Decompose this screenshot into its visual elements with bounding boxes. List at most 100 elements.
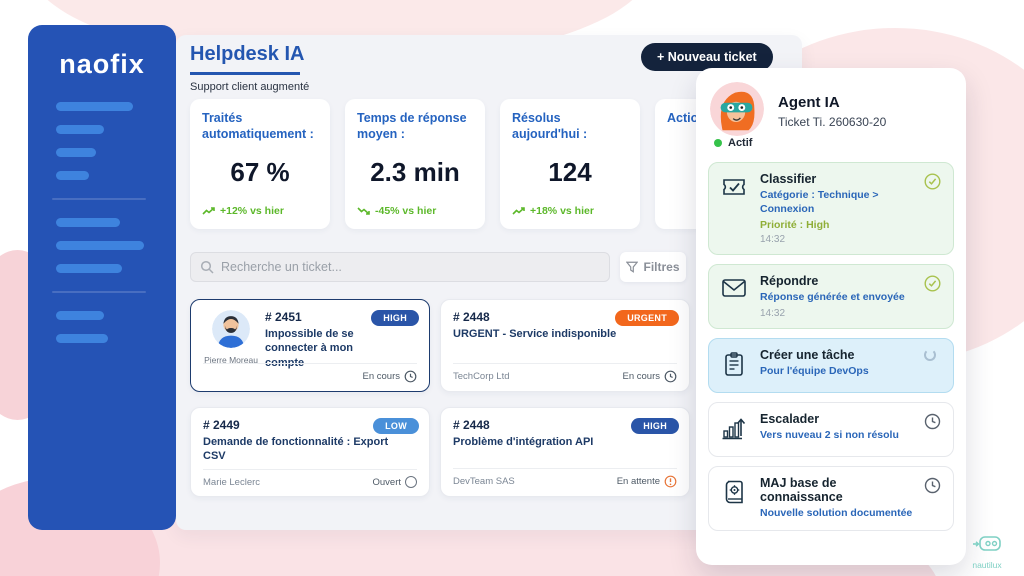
ticket-person: Pierre Moreau: [204, 355, 258, 365]
page-subtitle: Support client augmenté: [190, 81, 310, 93]
kpi-value: 2.3 min: [370, 157, 460, 187]
priority-badge: URGENT: [615, 310, 679, 326]
ticket-title: Problème d'intégration API: [453, 436, 594, 448]
ticket-title: URGENT - Service indisponible: [453, 328, 617, 340]
agent-status: Actif: [714, 137, 752, 149]
step-escalader: Escalader Vers nuveau 2 si non résolu: [708, 401, 954, 457]
priority-badge: LOW: [373, 418, 419, 434]
sidebar: naofix: [28, 25, 176, 530]
open-circle-icon: [405, 476, 417, 488]
page-title: Helpdesk IA: [190, 43, 305, 65]
ticket-status: En attente: [617, 475, 677, 488]
step-creer-tache: Créer une tâche Pour l'équipe DevOps: [708, 337, 954, 393]
clock-icon: [924, 477, 941, 494]
step-maj-base-connaissance: MAJ base de connaissance Nouvelle soluti…: [708, 465, 954, 531]
kpi-delta: +18% vs hier: [530, 205, 594, 217]
sidebar-item-placeholder[interactable]: [56, 171, 89, 180]
step-title: Classifier: [760, 172, 817, 186]
ticket-avatar-block: Pierre Moreau: [203, 310, 259, 365]
kpi-label: Résolus aujourd'hui :: [512, 111, 588, 141]
kpi-card-resolved-today: Résolus aujourd'hui : 124 +18% vs hier: [500, 99, 640, 229]
nautilux-robot-icon: [973, 536, 1001, 551]
agent-ticket-ref: Ticket Ti. 260630-20: [778, 115, 887, 129]
title-underline: [190, 72, 300, 75]
step-title: Escalader: [760, 411, 820, 426]
ticket-card-2449[interactable]: # 2449 Demande de fonctionnalité : Expor…: [190, 407, 430, 497]
book-gear-icon: [725, 480, 743, 504]
priority-badge: HIGH: [371, 310, 419, 326]
kpi-label: Temps de réponse moyen :: [357, 111, 467, 141]
ticket-id: # 2451: [265, 310, 302, 324]
search-box: [190, 252, 610, 282]
ticket-footer: Marie Leclerc Ouvert: [203, 469, 417, 488]
kpi-card-response-time: Temps de réponse moyen : 2.3 min -45% vs…: [345, 99, 485, 229]
ticket-footer: DevTeam SAS En attente: [453, 468, 677, 488]
search-input[interactable]: [221, 260, 600, 274]
sidebar-item-placeholder[interactable]: [56, 311, 104, 320]
check-circle-icon: [924, 173, 941, 190]
ticket-status-label: En cours: [362, 371, 401, 382]
ticket-title: Impossible de se connecter à mon compte: [265, 328, 354, 369]
step-classifier: Classifier Catégorie : Technique > Conne…: [708, 162, 954, 256]
priority-badge: HIGH: [631, 418, 679, 434]
ticket-card-2448-urgent[interactable]: # 2448 URGENT - Service indisponible URG…: [440, 299, 690, 392]
step-subtitle: Catégorie : Technique > Connexion: [760, 189, 879, 215]
step-subtitle: Nouvelle solution documentée: [760, 506, 913, 519]
ticket-status-label: En attente: [616, 476, 660, 487]
sidebar-item-placeholder[interactable]: [56, 218, 120, 227]
kpi-card-auto-handled: Traités automatiquement : 67 % +12% vs h…: [190, 99, 330, 229]
trend-down-icon: [357, 207, 370, 215]
alert-icon: [664, 475, 677, 488]
new-ticket-button[interactable]: + Nouveau ticket: [641, 43, 773, 71]
agent-status-label: Actif: [728, 137, 753, 149]
naofix-logo: naofix: [59, 49, 145, 79]
trend-up-icon: [512, 207, 525, 215]
step-title: Créer une tâche: [760, 347, 855, 362]
agent-panel: Agent IA Ticket Ti. 260630-20 Actif Clas…: [696, 68, 966, 565]
ticket-card-2451[interactable]: Pierre Moreau # 2451 Impossible de se co…: [190, 299, 430, 392]
step-subtitle: Pour l'équipe DevOps: [760, 364, 869, 377]
sidebar-divider: [52, 291, 146, 293]
kpi-delta: -45% vs hier: [375, 205, 437, 217]
agent-title: Agent IA: [778, 94, 840, 111]
ticket-id: # 2448: [453, 310, 490, 324]
watermark-label: nautilux: [972, 560, 1002, 570]
kpi-value: 67 %: [230, 157, 290, 187]
avatar: [212, 310, 250, 348]
check-circle-icon: [924, 275, 941, 292]
ticket-status-label: Ouvert: [372, 476, 401, 488]
trend-up-icon: [202, 207, 215, 215]
ticket-footer-left: TechCorp Ltd: [453, 371, 510, 382]
status-dot-icon: [714, 139, 722, 147]
ticket-status: En cours: [363, 370, 418, 383]
sidebar-item-placeholder[interactable]: [56, 102, 133, 111]
step-time: 14:32: [760, 234, 786, 246]
search-icon: [200, 260, 214, 274]
kpi-value: 124: [548, 157, 592, 187]
clock-icon: [404, 370, 417, 383]
ticket-title: Demande de fonctionnalité : Export CSV: [203, 436, 389, 463]
kpi-label: Traités automatiquement :: [202, 111, 314, 141]
sidebar-item-placeholder[interactable]: [56, 334, 108, 343]
clipboard-icon: [725, 352, 743, 376]
step-subtitle: Réponse générée et envoyée: [760, 291, 905, 304]
sidebar-item-placeholder[interactable]: [56, 264, 122, 273]
step-subtitle: Vers nuveau 2 si non résolu: [760, 428, 899, 441]
clock-icon: [664, 370, 677, 383]
clock-icon: [924, 413, 941, 430]
filters-button[interactable]: Filtres: [620, 252, 686, 282]
kpi-delta: +12% vs hier: [220, 205, 284, 217]
ticket-footer-left: Marie Leclerc: [203, 476, 261, 488]
sidebar-item-placeholder[interactable]: [56, 125, 104, 134]
sidebar-item-placeholder[interactable]: [56, 241, 144, 250]
ticket-id: # 2449: [203, 418, 240, 432]
filters-label: Filtres: [643, 260, 680, 274]
sidebar-divider: [52, 198, 146, 200]
step-extra: Priorité : High: [760, 219, 830, 232]
ticket-card-2448-api[interactable]: # 2448 Problème d'intégration API HIGH D…: [440, 407, 690, 497]
envelope-icon: [722, 279, 746, 298]
sidebar-item-placeholder[interactable]: [56, 148, 96, 157]
ticket-status: Ouvert: [372, 476, 417, 488]
ticket-footer: En cours: [203, 363, 417, 383]
